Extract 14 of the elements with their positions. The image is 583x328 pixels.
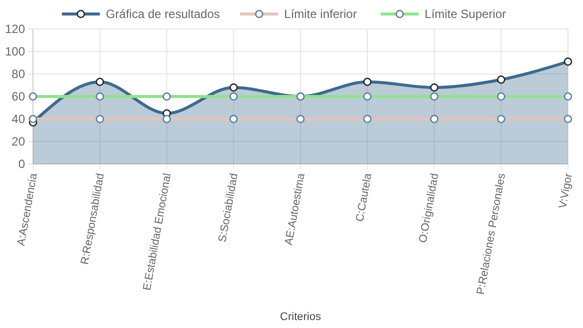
y-tick-label: 0 [18, 157, 26, 172]
y-tick-label: 80 [12, 67, 26, 82]
y-tick-label: 120 [4, 22, 26, 36]
y-tick-label: 100 [4, 44, 26, 59]
x-axis-title: Criterios [280, 311, 322, 323]
y-tick-label: 60 [12, 90, 26, 104]
x-tick-label: P:Relaciones Personales [474, 172, 508, 296]
legend-label: Límite Superior [424, 7, 506, 22]
x-tick-label: V:Vigor [556, 172, 576, 210]
y-tick-label: 20 [12, 134, 26, 149]
y-tick-label: 40 [12, 112, 26, 126]
legend-label: Límite inferior [284, 7, 357, 22]
x-tick-label: C:Cautela [354, 172, 374, 223]
legend-label: Gráfica de resultados [106, 7, 220, 22]
